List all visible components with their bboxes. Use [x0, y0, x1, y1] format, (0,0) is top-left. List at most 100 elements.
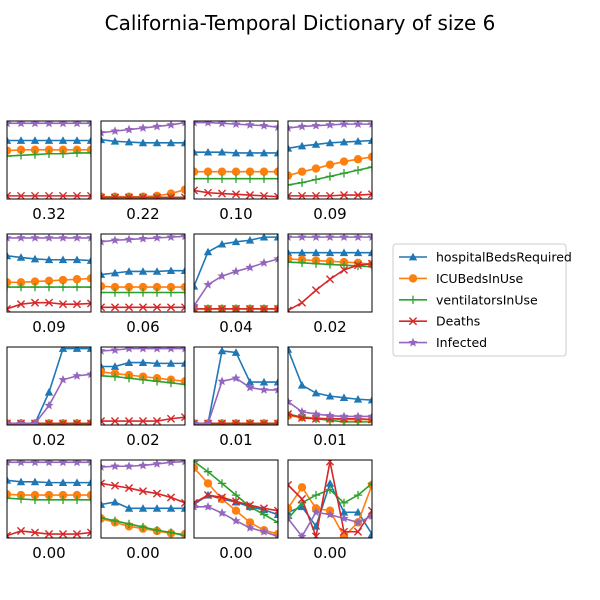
point-ICUBedsInUse-0 [101, 367, 106, 377]
point-Deaths-2 [124, 484, 134, 493]
point-ICUBedsInUse-1 [110, 282, 120, 292]
point-Deaths-3 [44, 191, 54, 199]
point-ICUBedsInUse-6 [86, 145, 91, 155]
point-hospitalBedsRequired-4 [58, 255, 68, 264]
point-ventilatorsInUse-6 [86, 282, 91, 292]
panel-grid: 0.32 0.22 0.10 0.09 0.09 0.06 0.04 0.02 0.02 0.02… [6, 120, 373, 562]
point-Infected-5 [353, 121, 363, 128]
point-ventilatorsInUse-5 [72, 148, 82, 158]
point-ICUBedsInUse-3 [44, 490, 54, 500]
point-Infected-5 [259, 385, 269, 394]
point-Deaths-6 [367, 506, 372, 515]
panel-label: 0.22 [126, 205, 159, 223]
point-hospitalBedsRequired-3 [231, 237, 241, 246]
point-ICUBedsInUse-2 [30, 490, 40, 500]
point-Infected-2 [311, 409, 321, 418]
point-hospitalBedsRequired-0 [101, 500, 106, 508]
point-ventilatorsInUse-6 [180, 288, 185, 297]
series-line-hospitalBedsRequired [194, 350, 278, 425]
point-Infected-6 [367, 234, 372, 241]
point-Infected-1 [297, 406, 307, 416]
point-Deaths-3 [231, 497, 241, 506]
point-hospitalBedsRequired-6 [86, 478, 91, 486]
point-Infected-0 [194, 502, 199, 511]
point-hospitalBedsRequired-3 [231, 348, 241, 356]
point-Infected-0 [7, 234, 12, 242]
point-Infected-6 [273, 122, 278, 132]
point-Infected-4 [339, 234, 349, 241]
point-ICUBedsInUse-6 [180, 282, 185, 292]
point-ventilatorsInUse-1 [16, 282, 26, 292]
point-Deaths-0 [288, 306, 293, 312]
legend-marker-hospitalBedsRequired [408, 252, 418, 261]
point-Deaths-6 [273, 192, 278, 199]
panel-label: 0.02 [126, 431, 159, 449]
panel-frame [193, 120, 279, 200]
point-hospitalBedsRequired-6 [367, 136, 372, 144]
point-Infected-4 [58, 374, 68, 384]
point-Infected-5 [259, 526, 269, 536]
point-hospitalBedsRequired-4 [58, 136, 68, 144]
point-ventilatorsInUse-2 [311, 175, 321, 184]
point-ventilatorsInUse-1 [16, 151, 26, 160]
point-Deaths-2 [217, 304, 227, 312]
point-ICUBedsInUse-0 [194, 167, 199, 176]
legend-item-Infected: Infected [399, 335, 487, 350]
panel-frame [193, 459, 279, 539]
point-ventilatorsInUse-1 [110, 288, 120, 297]
point-Infected-5 [353, 517, 363, 527]
point-Deaths-4 [58, 419, 68, 425]
point-Deaths-0 [101, 479, 106, 488]
point-hospitalBedsRequired-0 [101, 270, 106, 278]
point-ventilatorsInUse-4 [339, 169, 349, 178]
point-ventilatorsInUse-1 [16, 494, 26, 504]
point-hospitalBedsRequired-4 [339, 137, 349, 146]
panel-label: 0.09 [313, 205, 346, 223]
point-ICUBedsInUse-4 [58, 490, 68, 500]
point-ICUBedsInUse-0 [7, 490, 12, 499]
point-hospitalBedsRequired-0 [288, 347, 293, 353]
point-Deaths-2 [311, 191, 321, 199]
point-Deaths-3 [231, 190, 241, 199]
point-Infected-5 [353, 234, 363, 241]
legend-label: Infected [436, 335, 487, 350]
panel-11: 0.01 [193, 346, 279, 449]
point-ventilatorsInUse-3 [138, 522, 148, 532]
point-Infected-4 [245, 262, 255, 272]
point-hospitalBedsRequired-5 [259, 234, 269, 241]
point-Infected-2 [311, 121, 321, 130]
point-Deaths-0 [194, 419, 199, 425]
legend-marker-Infected [408, 337, 418, 347]
point-hospitalBedsRequired-6 [273, 377, 278, 386]
point-ventilatorsInUse-2 [217, 174, 227, 183]
point-hospitalBedsRequired-1 [203, 148, 213, 156]
point-Infected-6 [86, 460, 91, 467]
panel-frame [287, 233, 373, 313]
legend-item-ICUBedsInUse: ICUBedsInUse [399, 271, 524, 286]
point-hospitalBedsRequired-2 [30, 477, 40, 486]
point-Deaths-5 [166, 414, 176, 423]
point-Infected-3 [231, 266, 241, 276]
panel-7: 0.04 [193, 233, 279, 336]
point-Deaths-4 [58, 300, 68, 309]
point-Deaths-1 [16, 300, 26, 309]
panel-16: 0.00 [287, 459, 373, 562]
point-ventilatorsInUse-2 [30, 495, 40, 504]
point-hospitalBedsRequired-1 [110, 362, 120, 370]
point-Infected-3 [325, 121, 335, 129]
point-Infected-3 [44, 234, 54, 242]
point-ICUBedsInUse-1 [203, 479, 213, 488]
point-Deaths-3 [231, 419, 241, 425]
point-hospitalBedsRequired-2 [30, 254, 40, 263]
panel-label: 0.00 [313, 544, 346, 562]
point-hospitalBedsRequired-5 [166, 504, 176, 512]
point-Infected-1 [16, 418, 26, 425]
point-Deaths-1 [16, 191, 26, 199]
point-ventilatorsInUse-6 [273, 174, 278, 183]
point-Deaths-2 [30, 528, 40, 537]
point-Deaths-4 [152, 417, 162, 425]
point-Deaths-6 [273, 304, 278, 312]
point-ventilatorsInUse-4 [152, 377, 162, 386]
point-Deaths-5 [353, 261, 363, 270]
point-Deaths-5 [166, 493, 176, 502]
